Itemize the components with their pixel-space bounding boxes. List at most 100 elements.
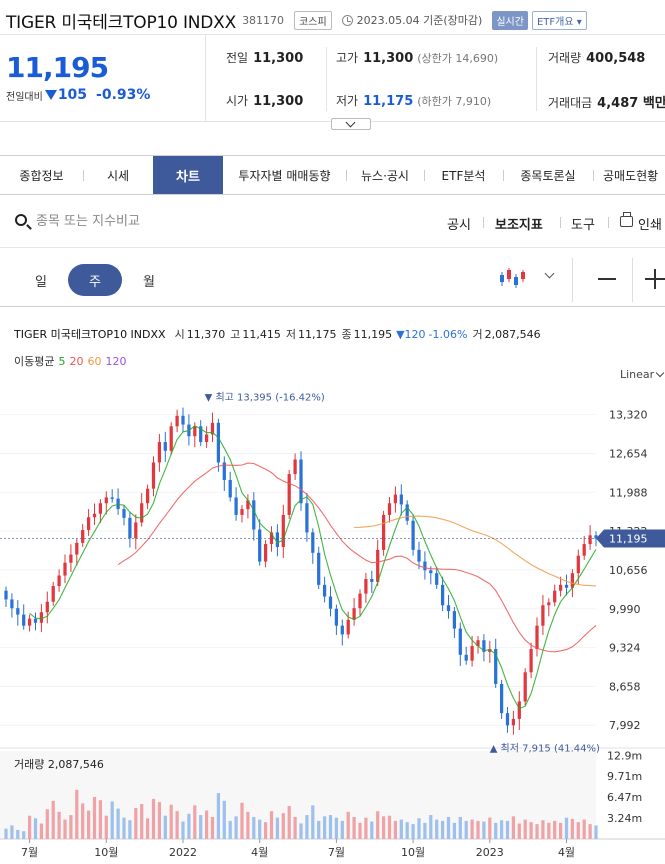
volume-bar [63,819,67,839]
x-tick-label: 10월 [94,846,118,859]
ma-20-line [117,462,597,653]
expand-quote-button[interactable] [331,117,371,130]
print-button[interactable]: 인쇄 [638,218,662,233]
candle-body [122,509,126,518]
volume-bar [45,809,49,839]
candle-body [175,415,179,427]
tools-button[interactable]: 도구 [571,218,595,233]
print-icon[interactable] [620,212,633,227]
candle-body [222,462,226,480]
volume-bar [523,819,527,839]
volume-bar [269,811,274,839]
volume-bar [458,817,462,839]
x-tick-label: 4월 [558,846,575,859]
candle-body [16,608,20,615]
candle-body [145,488,150,504]
candle-body [476,640,480,647]
tab-news[interactable]: 뉴스·공시 [346,156,424,194]
volume-bar [405,822,409,839]
candle-body [57,575,61,587]
candle-body [311,532,315,553]
volume-cell: 거래량 400,548 [548,49,645,66]
volume-bar [16,829,20,839]
zoom-out-icon[interactable] [598,278,616,280]
scale-dropdown[interactable]: Linear [620,368,655,381]
candle-body [499,683,504,714]
candle-body [411,520,415,550]
tab-price[interactable]: 시세 [83,156,153,194]
period-week[interactable]: 주 [68,264,122,296]
ma-legend[interactable]: 이동평균 5 20 60 120 [14,353,130,369]
volume-bar [505,820,510,839]
candle-body [370,579,374,582]
volume-bar [440,820,445,839]
candle-body [240,509,244,515]
volume-bar [334,817,339,839]
volume-bar [576,822,580,839]
volume-bar [499,820,504,839]
volume-bar [352,817,356,839]
candle-body [116,498,120,510]
candle-body [541,605,545,626]
zoom-in-icon[interactable] [645,271,665,287]
candle-body [452,611,457,629]
volume-bar [429,815,433,839]
volume-bar [470,819,474,839]
volume-bar [299,823,303,839]
volume-bar [199,815,203,839]
volume-bar [399,819,403,839]
realtime-button[interactable]: 실시간 [492,10,528,30]
tab-short-selling[interactable]: 공매도현황 [593,156,665,194]
tab-discussion[interactable]: 종목토론실 [503,156,593,194]
etf-overview-dropdown[interactable]: ETF개요 ▾ [531,10,587,30]
candle-body [594,535,598,539]
price-box: 11,195 전일대비 105 -0.93% [0,35,206,121]
candle-type-icon[interactable] [498,266,526,290]
chevron-down-icon [345,117,356,128]
volume-bar [476,820,480,839]
quote-date: 2023.05.04 기준(장마감) [356,14,483,27]
change-row: 전일대비 105 -0.93% [6,87,150,103]
candle-body [417,549,421,562]
candle-body [482,640,486,652]
price-chart[interactable]: 13,32012,65411,98811,32210,6569,9909,324… [0,307,665,864]
period-day[interactable]: 일 [35,274,47,290]
tab-overview[interactable]: 종합정보 [19,168,64,183]
candle-body [405,504,409,521]
ma-5: 5 [58,355,66,368]
volume-bar [570,818,575,839]
candle-body [287,474,291,515]
volume-bar [27,815,32,839]
volume-bar [33,818,38,839]
etf-overview-label: ETF개요 [536,16,574,28]
volume-bar [39,823,44,839]
tab-etf-analysis[interactable]: ETF분석 [424,156,503,194]
amount-cell: 거래대금 4,487 백만 [548,92,665,111]
candle-body [317,552,321,585]
volume-bar [81,803,85,839]
candle-body [346,619,350,635]
chart-canvas[interactable]: 13,32012,65411,98811,32210,6569,9909,324… [0,307,665,864]
volume-bar [547,822,551,839]
volume-bar [393,820,398,839]
volume-bar [535,824,539,839]
candle-body [75,542,79,555]
volume-bar [529,822,533,839]
high-cell: 고가 11,300 (상한가 14,690) [336,49,498,66]
candle-body [140,503,144,523]
ma-120: 120 [105,355,127,368]
period-month[interactable]: 월 [143,274,155,290]
tab-chart[interactable]: 차트 [153,156,223,194]
tab-investor-trend[interactable]: 투자자별 매매동향 [238,168,331,183]
x-tick-label: 2022 [169,846,197,859]
candle-body [488,648,492,652]
compare-search-input[interactable] [36,210,256,232]
indicators-button[interactable]: 보조지표 [495,218,543,233]
volume-bar [346,811,350,839]
candle-body [86,517,91,531]
chart-type-dropdown-icon[interactable] [544,268,555,279]
disclosure-button[interactable]: 공시 [447,218,471,233]
volume-bar [169,804,173,839]
volume-bar [252,817,256,839]
candle-body [364,579,368,594]
